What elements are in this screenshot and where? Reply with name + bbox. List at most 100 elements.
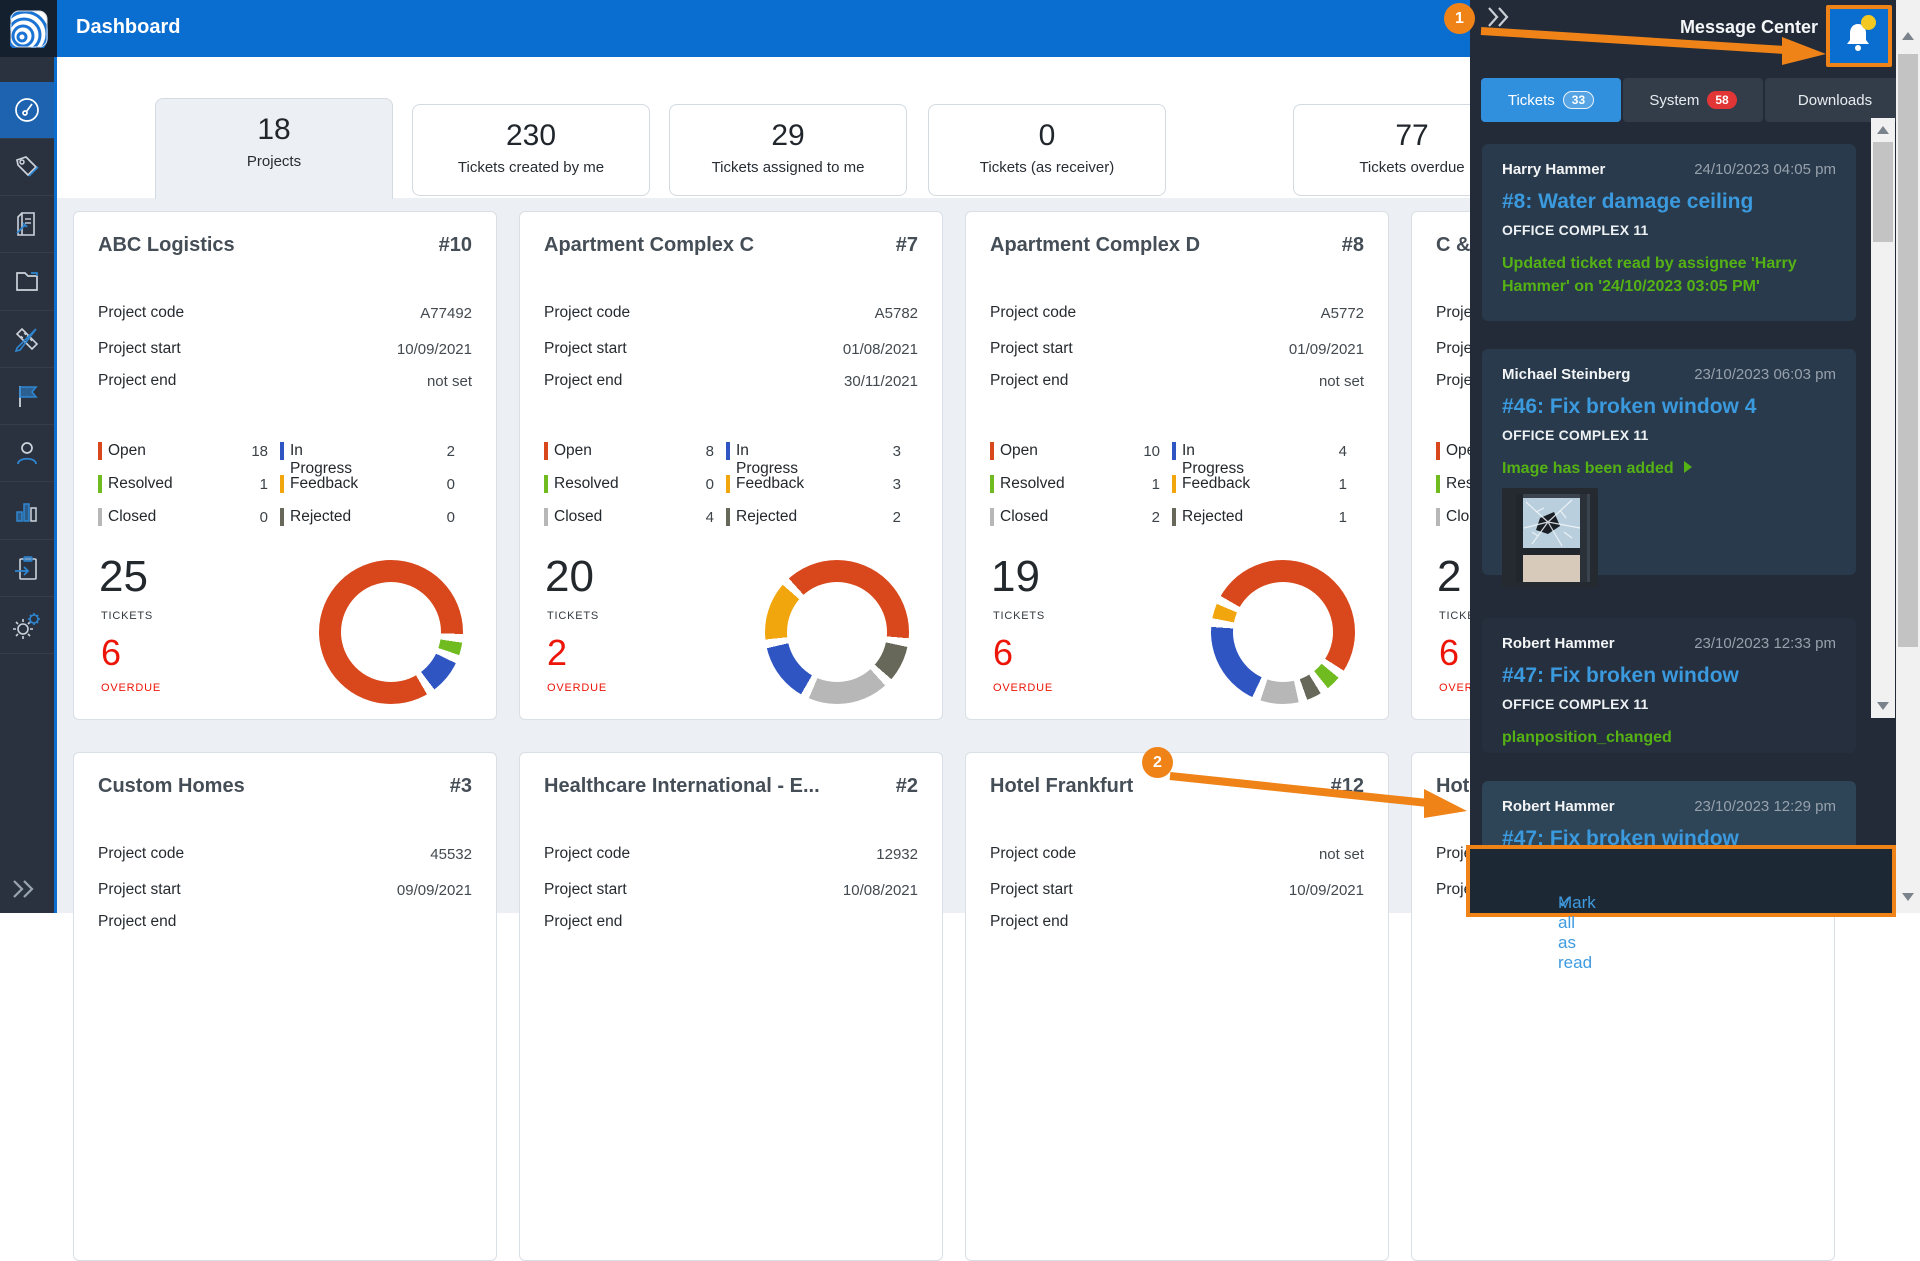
sidebar-item-statistics[interactable] xyxy=(0,483,54,540)
scroll-up-arrow-icon[interactable] xyxy=(1902,32,1914,40)
project-card[interactable]: Apartment Complex D #8 Project code A577… xyxy=(965,211,1389,720)
legend-closed-count: 0 xyxy=(259,509,268,526)
project-card[interactable]: ABC Logistics #10 Project code A77492 Pr… xyxy=(73,211,497,720)
project-end-value: 30/11/2021 xyxy=(844,373,918,390)
overdue-total: 6 xyxy=(993,632,1014,673)
ticket-link[interactable]: #8: Water damage ceiling xyxy=(1502,190,1754,213)
page-scrollbar[interactable] xyxy=(1896,0,1920,913)
project-card[interactable]: Healthcare International - E... #2 Proje… xyxy=(519,752,943,1261)
message-item[interactable]: Robert Hammer 23/10/2023 12:33 pm #47: F… xyxy=(1482,618,1856,753)
scrollbar-thumb[interactable] xyxy=(1873,142,1893,242)
message-project: OFFICE COMPLEX 11 xyxy=(1502,222,1649,238)
project-start-label: Project start xyxy=(990,881,1073,898)
project-start-value: 10/09/2021 xyxy=(396,341,472,358)
message-item[interactable]: Michael Steinberg 23/10/2023 06:03 pm #4… xyxy=(1482,349,1856,589)
sidebar-item-import[interactable] xyxy=(0,540,54,597)
legend-closed: Closed xyxy=(1000,508,1049,525)
project-card[interactable]: Hotel Frankfurt #12 Project code not set… xyxy=(965,752,1389,1261)
project-name: ABC Logistics xyxy=(98,234,235,256)
project-start-value: 01/09/2021 xyxy=(1288,341,1364,358)
message-note: Updated ticket read by assignee 'Harry H… xyxy=(1502,255,1797,296)
sidebar-item-tags[interactable] xyxy=(0,139,54,196)
tab-system[interactable]: System 58 xyxy=(1623,78,1763,122)
message-item[interactable]: Harry Hammer 24/10/2023 04:05 pm #8: Wat… xyxy=(1482,144,1856,321)
tickets-total: 19 xyxy=(991,552,1040,601)
stat-tickets-receiver[interactable]: 0 Tickets (as receiver) xyxy=(928,104,1166,196)
scroll-down-arrow-icon[interactable] xyxy=(1902,893,1914,901)
stat-tickets-created[interactable]: 230 Tickets created by me xyxy=(412,104,650,196)
project-code-label: Project code xyxy=(98,845,185,862)
tab-label: System xyxy=(1649,91,1700,109)
legend-open-count: 18 xyxy=(251,443,268,460)
legend-closed-count: 2 xyxy=(1151,509,1160,526)
sidebar-item-reports[interactable] xyxy=(0,196,54,253)
legend-feedback-count: 3 xyxy=(892,476,901,493)
project-start-value: 10/09/2021 xyxy=(1288,882,1364,899)
project-number: #7 xyxy=(895,234,918,256)
scroll-up-arrow-icon[interactable] xyxy=(1877,126,1889,134)
legend-feedback: Feedback xyxy=(1182,475,1251,492)
user-icon xyxy=(17,442,37,465)
legend-open: Open xyxy=(554,442,592,459)
stat-label: Tickets (as receiver) xyxy=(979,159,1115,176)
dashboard-speedometer-icon xyxy=(15,98,39,122)
sidebar-item-users[interactable] xyxy=(0,425,54,482)
project-code-label: Project code xyxy=(544,845,631,862)
top-bar: Dashboard xyxy=(0,0,1470,57)
bell-icon xyxy=(1847,24,1869,51)
sidebar-item-tools[interactable] xyxy=(0,311,54,368)
tickets-label: TICKETS xyxy=(547,610,600,622)
ticket-link[interactable]: #47: Fix broken window xyxy=(1502,664,1739,687)
scroll-down-arrow-icon[interactable] xyxy=(1877,702,1889,710)
page-title: Dashboard xyxy=(76,16,181,38)
stat-value: 230 xyxy=(505,119,557,152)
project-card[interactable]: Custom Homes #3 Project code 45532 Proje… xyxy=(73,752,497,1261)
tab-tickets[interactable]: Tickets 33 xyxy=(1481,78,1621,122)
message-project: OFFICE COMPLEX 11 xyxy=(1502,427,1649,443)
project-end-value: not set xyxy=(1318,373,1364,390)
panel-collapse-button[interactable] xyxy=(1486,6,1512,33)
sidebar-item-settings[interactable] xyxy=(0,597,54,654)
flag-icon xyxy=(19,386,38,407)
ticket-link[interactable]: #46: Fix broken window 4 xyxy=(1502,395,1757,418)
project-start-label: Project start xyxy=(544,340,627,357)
project-number: #3 xyxy=(449,775,472,797)
sidebar-item-dashboard[interactable] xyxy=(0,82,54,139)
tag-icon xyxy=(16,156,39,177)
overdue-total: 6 xyxy=(101,632,122,673)
notification-dot xyxy=(1861,15,1876,30)
message-author: Robert Hammer xyxy=(1502,798,1615,815)
tab-downloads[interactable]: Downloads xyxy=(1765,78,1905,122)
message-time: 24/10/2023 04:05 pm xyxy=(1694,161,1836,178)
annotation-step-2: 2 xyxy=(1142,747,1173,778)
legend-inprogress-count: 4 xyxy=(1338,443,1347,460)
sidebar-item-flags[interactable] xyxy=(0,368,54,425)
notifications-bell-button[interactable] xyxy=(1826,5,1892,67)
project-start-label: Project start xyxy=(98,340,181,357)
app-logo[interactable] xyxy=(0,0,57,57)
legend-inprogress-count: 2 xyxy=(446,443,455,460)
project-code-label: Project code xyxy=(990,845,1077,862)
ruler-pencil-icon xyxy=(14,327,39,353)
tab-label: Tickets xyxy=(1507,91,1555,109)
message-list-scrollbar[interactable] xyxy=(1871,118,1895,718)
project-start-value: 01/08/2021 xyxy=(842,341,918,358)
mark-all-as-read-bar[interactable]: ✓ Mark all as read xyxy=(1466,845,1896,972)
sidebar-expand-button[interactable] xyxy=(10,878,38,905)
stat-tab-projects[interactable]: 18 Projects xyxy=(155,98,393,199)
project-end-value: not set xyxy=(426,373,472,390)
stat-tickets-assigned[interactable]: 29 Tickets assigned to me xyxy=(669,104,907,196)
ticket-link[interactable]: #47: Fix broken window xyxy=(1502,827,1739,850)
attachment-thumbnail[interactable] xyxy=(1502,488,1598,589)
scrollbar-thumb[interactable] xyxy=(1898,54,1918,647)
legend-rejected-count: 2 xyxy=(892,509,901,526)
legend-inprogress: In Progress xyxy=(1182,442,1245,477)
message-note: Image has been added xyxy=(1502,457,1836,480)
ticket-status-donut-chart xyxy=(319,560,463,704)
project-name: Custom Homes xyxy=(98,775,245,797)
gears-icon xyxy=(13,613,40,639)
project-card[interactable]: Apartment Complex C #7 Project code A578… xyxy=(519,211,943,720)
tickets-count-badge: 33 xyxy=(1562,91,1595,109)
sidebar-item-projects[interactable] xyxy=(0,254,54,311)
project-code-value: A5772 xyxy=(1320,305,1364,322)
